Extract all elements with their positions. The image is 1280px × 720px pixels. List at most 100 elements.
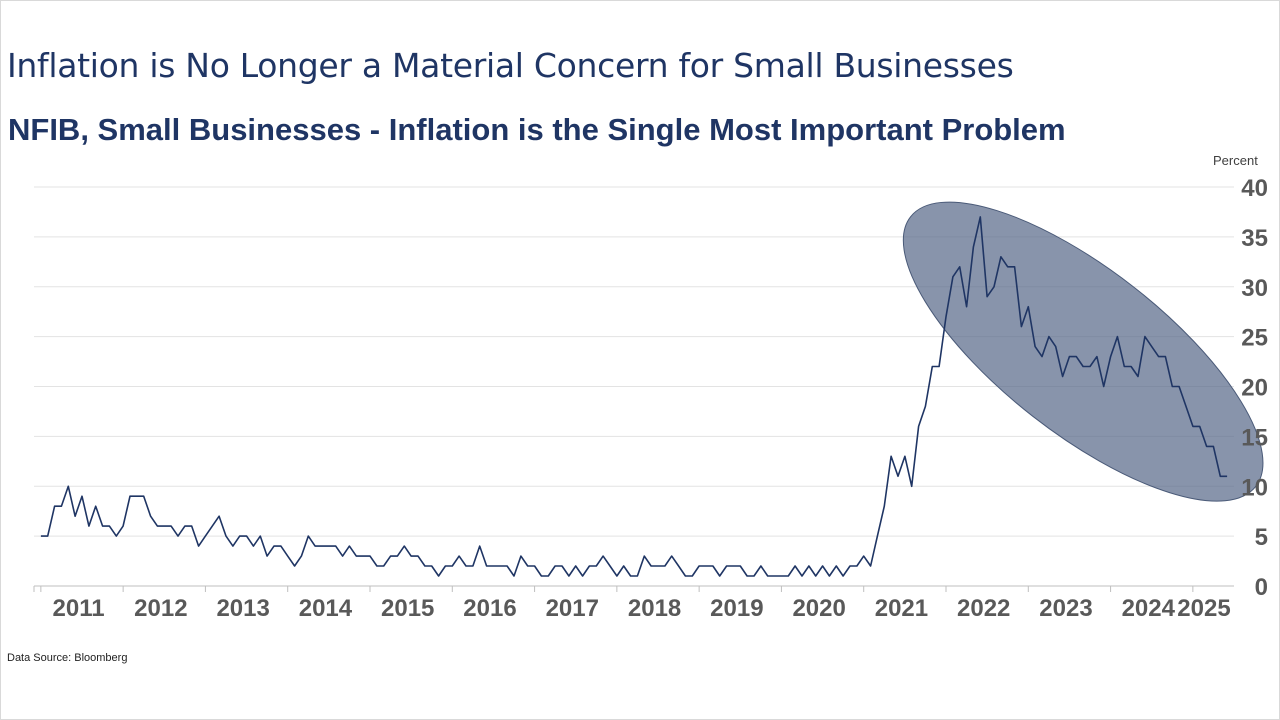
data-point xyxy=(534,565,536,567)
data-point xyxy=(95,505,97,507)
y-tick-label: 5 xyxy=(1255,524,1268,551)
x-tick-label: 2011 xyxy=(53,595,105,622)
data-point xyxy=(1048,336,1050,338)
data-point xyxy=(328,545,330,547)
data-point xyxy=(136,495,138,497)
data-source-note: Data Source: Bloomberg xyxy=(7,652,128,664)
data-point xyxy=(54,505,56,507)
data-point xyxy=(1027,306,1029,308)
data-point xyxy=(746,575,748,577)
y-tick-label: 30 xyxy=(1241,275,1268,302)
x-tick-label: 2024 xyxy=(1122,595,1176,622)
data-point xyxy=(726,565,728,567)
data-point xyxy=(685,575,687,577)
data-point xyxy=(362,555,364,557)
data-point xyxy=(1213,446,1215,448)
y-tick-label: 25 xyxy=(1241,325,1268,352)
data-point xyxy=(829,575,831,577)
data-point xyxy=(781,575,783,577)
data-point xyxy=(918,426,920,428)
x-tick-label: 2022 xyxy=(957,595,1010,622)
data-point xyxy=(1014,266,1016,268)
data-point xyxy=(561,565,563,567)
data-point xyxy=(513,575,515,577)
x-tick-label: 2016 xyxy=(463,595,516,622)
data-point xyxy=(280,545,282,547)
data-point xyxy=(931,366,933,368)
data-point xyxy=(698,565,700,567)
data-point xyxy=(602,555,604,557)
data-point xyxy=(1096,356,1098,358)
data-point xyxy=(1219,475,1221,477)
data-point xyxy=(109,525,111,527)
data-point xyxy=(157,525,159,527)
data-point xyxy=(1034,346,1036,348)
y-tick-label: 35 xyxy=(1241,225,1268,252)
x-tick-label: 2017 xyxy=(546,595,599,622)
data-point xyxy=(184,525,186,527)
x-tick-label: 2021 xyxy=(875,595,928,622)
data-point xyxy=(445,565,447,567)
data-point xyxy=(986,296,988,298)
data-point xyxy=(342,555,344,557)
data-point xyxy=(301,555,303,557)
data-point xyxy=(1103,386,1105,388)
data-point xyxy=(150,515,152,517)
x-tick-label: 2013 xyxy=(216,595,269,622)
data-point xyxy=(671,555,673,557)
series-line-group xyxy=(40,216,1228,577)
data-point xyxy=(417,555,419,557)
data-point xyxy=(129,495,131,497)
axes xyxy=(33,585,1234,592)
data-point xyxy=(883,505,885,507)
data-point xyxy=(410,555,412,557)
data-point xyxy=(993,286,995,288)
data-point xyxy=(451,565,453,567)
data-point xyxy=(774,575,776,577)
data-point xyxy=(88,525,90,527)
data-point xyxy=(794,565,796,567)
data-point xyxy=(822,565,824,567)
y-tick-label: 40 xyxy=(1241,175,1268,202)
data-point xyxy=(1158,356,1160,358)
slide-title: Inflation is No Longer a Material Concer… xyxy=(7,46,1014,85)
data-point xyxy=(225,535,227,537)
data-point xyxy=(733,565,735,567)
data-point xyxy=(1130,366,1132,368)
data-point xyxy=(1171,386,1173,388)
series-line xyxy=(40,216,1228,577)
data-point xyxy=(712,565,714,567)
data-point xyxy=(520,555,522,557)
data-point xyxy=(842,575,844,577)
x-tick-labels: 2011 2012 2013 2014 2015 2016 2017 2018 2019 2020… xyxy=(53,595,1231,622)
data-point xyxy=(719,575,721,577)
data-point xyxy=(904,455,906,457)
data-point xyxy=(335,545,337,547)
x-tick-label: 2012 xyxy=(134,595,187,622)
data-point xyxy=(349,545,351,547)
data-point xyxy=(753,575,755,577)
x-tick-label: 2018 xyxy=(628,595,681,622)
data-point xyxy=(177,535,179,537)
data-point xyxy=(808,565,810,567)
data-point xyxy=(637,575,639,577)
y-axis-unit-label: Percent xyxy=(1213,153,1258,168)
data-point xyxy=(403,545,405,547)
data-point xyxy=(191,525,193,527)
x-tick-label: 2019 xyxy=(710,595,763,622)
data-point xyxy=(397,555,399,557)
data-point xyxy=(973,246,975,248)
data-point xyxy=(938,366,940,368)
data-point xyxy=(438,575,440,577)
data-point xyxy=(863,555,865,557)
data-point xyxy=(541,575,543,577)
data-point xyxy=(527,565,529,567)
data-point xyxy=(369,555,371,557)
data-point xyxy=(472,565,474,567)
data-point xyxy=(568,575,570,577)
data-point xyxy=(945,316,947,318)
data-point xyxy=(890,455,892,457)
data-point xyxy=(1000,256,1002,258)
y-tick-label: 20 xyxy=(1241,375,1268,402)
data-point xyxy=(815,575,817,577)
